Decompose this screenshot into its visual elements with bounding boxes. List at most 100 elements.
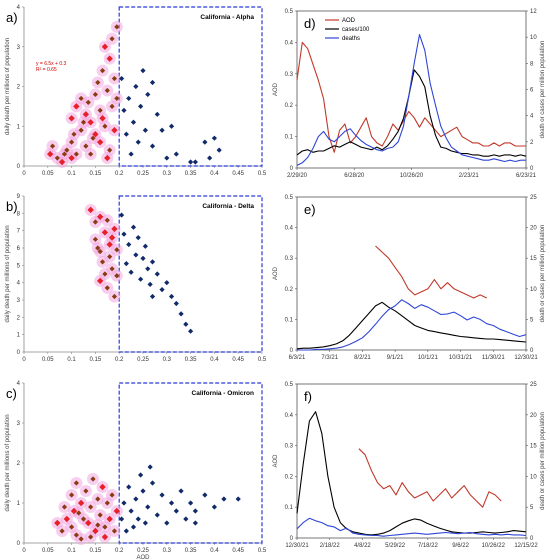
data-point-below-threshold: [68, 115, 75, 122]
data-point-below-threshold: [83, 488, 89, 494]
data-point-above-threshold: [135, 139, 141, 145]
data-point-above-threshold: [183, 321, 189, 327]
series-line-aod: [375, 245, 487, 299]
data-point-above-threshold: [149, 293, 156, 300]
panel-label: d): [304, 16, 316, 31]
y-right-axis-label: death or cases per million population: [540, 225, 546, 323]
data-point-below-threshold: [87, 119, 94, 126]
data-point-above-threshold: [154, 111, 160, 117]
series-line-deaths: [296, 517, 527, 537]
data-point-above-threshold: [159, 492, 165, 498]
data-point-below-threshold: [88, 534, 94, 540]
x-tick-label: 12/15/22: [514, 543, 538, 549]
data-point-below-threshold: [88, 504, 94, 510]
y-tick-label: 5: [17, 263, 21, 269]
data-point-below-threshold: [76, 510, 82, 516]
x-tick-label: 0.4: [210, 357, 219, 363]
data-point-above-threshold: [133, 496, 139, 502]
data-point-below-threshold: [114, 273, 120, 279]
data-point-below-threshold: [104, 154, 111, 162]
data-point-above-threshold: [138, 276, 144, 282]
y-left-tick-label: 0.4: [285, 413, 294, 419]
data-point-above-threshold: [164, 280, 170, 286]
x-tick-label: 0.4: [210, 548, 219, 554]
y-tick-label: 1: [17, 501, 21, 507]
series-line-deaths: [296, 34, 526, 166]
data-point-below-threshold: [102, 271, 108, 277]
data-point-below-threshold: [99, 259, 106, 265]
x-tick-label: 6/23/21: [516, 173, 537, 179]
data-point-below-threshold: [104, 500, 110, 506]
data-point-above-threshold: [154, 271, 160, 277]
data-point-below-threshold: [54, 519, 61, 527]
data-point-below-threshold: [95, 79, 101, 86]
x-tick-label: 0.5: [258, 548, 267, 554]
data-point-above-threshold: [130, 524, 137, 530]
data-point-above-threshold: [207, 155, 213, 161]
data-point-below-threshold: [61, 504, 68, 510]
data-point-above-threshold: [211, 504, 217, 510]
x-tick-label: 10/31/21: [449, 355, 473, 361]
y-right-tick-label: 25: [530, 382, 537, 388]
data-point-above-threshold: [135, 235, 141, 241]
y-left-tick-label: 0: [290, 536, 294, 542]
data-point-below-threshold: [99, 483, 106, 491]
x-tick-label: 7/3/21: [321, 355, 338, 361]
data-point-below-threshold: [92, 131, 99, 138]
x-tick-label: 5/29/22: [385, 543, 406, 549]
y-left-axis-label: AOD: [273, 266, 279, 280]
data-point-below-threshold: [95, 522, 101, 528]
data-point-above-threshold: [142, 520, 148, 526]
data-point-above-threshold: [173, 151, 179, 157]
x-tick-label: 0.05: [42, 357, 54, 363]
data-point-below-threshold: [106, 515, 113, 523]
plot-frame: [296, 383, 527, 539]
x-tick-label: 0.3: [163, 548, 172, 554]
y-right-tick-label: 0: [530, 166, 534, 172]
x-tick-label: 0.25: [137, 171, 149, 177]
y-right-axis-label: death or cases per million population: [540, 41, 546, 139]
data-point-below-threshold: [73, 532, 79, 538]
legend-label: cases/100: [342, 27, 370, 33]
data-point-below-threshold: [107, 147, 113, 153]
x-tick-label: 0.4: [210, 171, 219, 177]
data-point-above-threshold: [164, 520, 170, 526]
data-point-above-threshold: [168, 293, 175, 300]
x-tick-label: 0.1: [67, 357, 76, 363]
data-point-below-threshold: [111, 225, 118, 233]
data-point-below-threshold: [73, 480, 79, 486]
data-point-above-threshold: [145, 504, 151, 510]
y-left-tick-label: 0.3: [285, 72, 294, 78]
data-point-below-threshold: [80, 516, 87, 522]
x-tick-label: 0.05: [42, 548, 54, 554]
data-point-above-threshold: [128, 151, 134, 157]
y-left-tick-label: 0.3: [285, 444, 294, 450]
x-tick-label: 0.5: [258, 357, 267, 363]
y-left-tick-label: 0.3: [285, 256, 294, 262]
x-tick-label: 0.45: [232, 357, 244, 363]
scatter-panel-1: 0 1 2 3 4 5 6 7 8 9 0 0.05 0.1 0.15 0.2 0.25 0.3 0.35 0.4 0…: [5, 194, 267, 363]
data-point-above-threshold: [149, 79, 156, 86]
y-right-axis-label: death or cases per million population: [540, 412, 546, 510]
data-point-above-threshold: [123, 131, 129, 137]
data-point-above-threshold: [133, 252, 139, 258]
y-tick-label: 6: [17, 246, 21, 252]
y-tick-label: 3: [17, 421, 21, 427]
data-point-above-threshold: [145, 91, 151, 98]
data-point-above-threshold: [211, 135, 217, 141]
y-tick-label: 4: [17, 381, 21, 387]
data-point-below-threshold: [85, 99, 91, 105]
data-point-below-threshold: [46, 150, 54, 158]
data-point-below-threshold: [95, 496, 101, 502]
x-tick-label: 6/3/21: [289, 355, 306, 361]
data-point-below-threshold: [113, 507, 121, 515]
data-point-above-threshold: [188, 328, 194, 334]
data-point-below-threshold: [111, 528, 118, 534]
y-tick-label: 9: [17, 194, 21, 200]
data-point-below-threshold: [97, 107, 103, 113]
panel-label: e): [304, 202, 316, 217]
x-tick-label: 6/28/20: [344, 173, 365, 179]
data-point-below-threshold: [106, 55, 113, 62]
data-point-above-threshold: [123, 528, 129, 534]
data-point-below-threshold: [77, 499, 85, 507]
